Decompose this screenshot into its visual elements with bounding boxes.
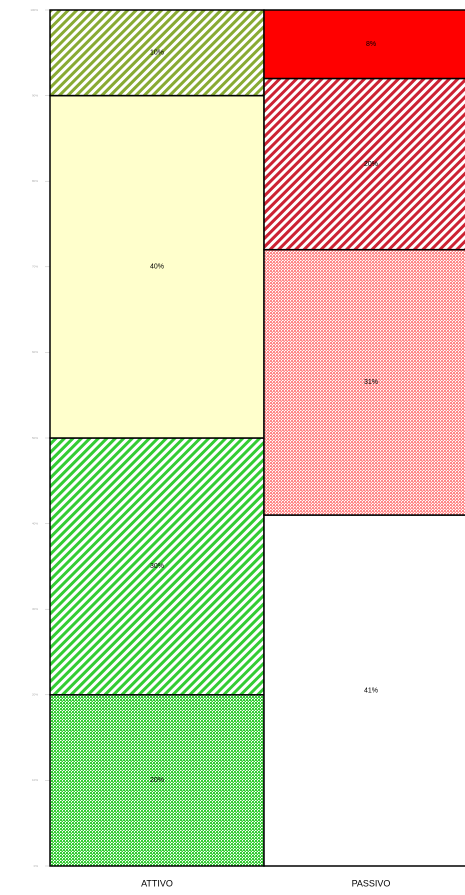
y-tick-label: 100% xyxy=(30,8,38,12)
y-tick-label: 80% xyxy=(32,179,38,183)
y-tick-label: 60% xyxy=(32,350,38,354)
bar-segment xyxy=(263,9,465,80)
x-tick-label: ATTIVO xyxy=(141,878,173,888)
value-label: 20% xyxy=(364,161,378,168)
bar-segment xyxy=(263,248,465,516)
y-tick-label: 40% xyxy=(32,521,38,525)
bar-segment xyxy=(49,9,265,97)
y-tick-label: 30% xyxy=(32,607,38,611)
y-tick-label: 50% xyxy=(32,436,38,440)
bar-segment xyxy=(49,437,265,696)
value-label: 31% xyxy=(364,379,378,386)
y-tick-label: 0% xyxy=(34,864,39,868)
bar-segment xyxy=(263,77,465,251)
y-tick-label: 90% xyxy=(32,93,38,97)
value-label: 40% xyxy=(150,264,164,271)
y-tick-label: 70% xyxy=(32,265,38,269)
value-label: 10% xyxy=(150,50,164,57)
x-tick-label: PASSIVO xyxy=(352,878,391,888)
y-tick-label: 20% xyxy=(32,693,38,697)
y-tick-label: 10% xyxy=(32,778,38,782)
bar-segment xyxy=(49,694,265,867)
value-label: 8% xyxy=(366,41,376,48)
value-label: 20% xyxy=(150,777,164,784)
value-label: 41% xyxy=(364,687,378,694)
value-label: 30% xyxy=(150,563,164,570)
bar-segment xyxy=(263,514,465,867)
